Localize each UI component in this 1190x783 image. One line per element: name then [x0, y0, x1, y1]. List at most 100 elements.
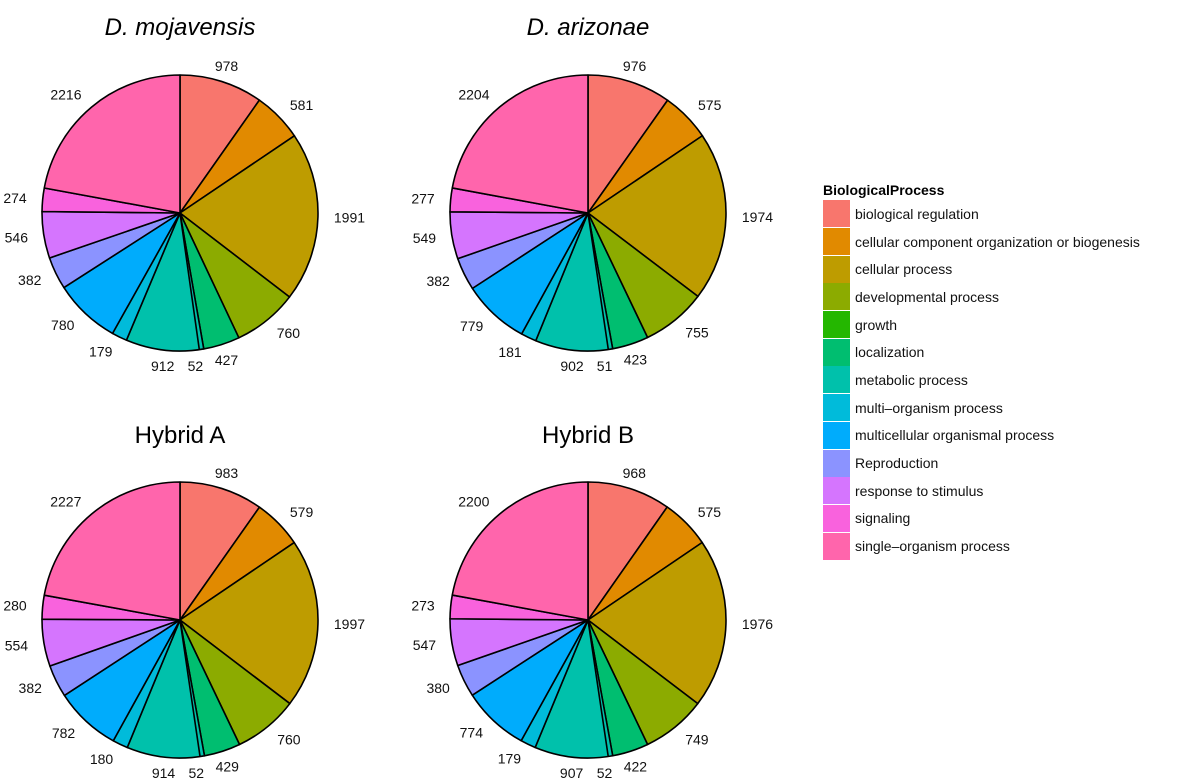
slice-label: 749	[685, 732, 709, 748]
legend-item: multicellular organismal process	[823, 421, 1140, 450]
slice-label: 51	[597, 358, 613, 374]
legend-swatch	[823, 477, 850, 505]
legend-title: BiologicalProcess	[823, 182, 945, 198]
slice-label: 983	[215, 465, 239, 481]
slice-label: 179	[89, 343, 113, 359]
legend-item: localization	[823, 338, 1140, 366]
slice-label: 274	[3, 190, 27, 206]
slice-label: 181	[498, 344, 522, 360]
slice-label: 52	[188, 358, 204, 374]
slice-label: 429	[216, 759, 240, 775]
pie-slice	[451, 74, 589, 214]
slice-label: 52	[189, 765, 205, 781]
legend-swatch	[823, 338, 850, 366]
pie-slice-edge	[179, 619, 201, 757]
pie-slice	[179, 541, 319, 705]
legend-label: cellular component organization or bioge…	[855, 233, 1140, 250]
slice-label: 579	[290, 504, 314, 520]
legend-swatch	[823, 283, 850, 311]
pie-chart: D. arizonae 976 575 1974 755 51 423 902 181 779 38…	[411, 14, 773, 374]
legend-item: growth	[823, 311, 1140, 339]
legend-item: response to stimulus	[823, 477, 1140, 505]
chart-title: Hybrid B	[542, 422, 634, 449]
slice-label: 1997	[334, 616, 365, 632]
slice-label: 902	[560, 358, 584, 374]
slice-label: 575	[698, 97, 722, 113]
legend-label: multi–organism process	[855, 399, 1003, 416]
pie-slice	[587, 134, 727, 298]
legend-label: response to stimulus	[855, 482, 984, 499]
pie-chart: Hybrid A 983 579 1997 760 52 429 914 180 782 382 55…	[3, 422, 365, 781]
legend: BiologicalProcess biological regulation c…	[823, 180, 1140, 560]
slice-label: 912	[151, 358, 175, 374]
pie-slice-edge	[179, 212, 201, 350]
slice-label: 427	[215, 352, 239, 368]
slice-label: 760	[277, 325, 301, 341]
slice-label: 2216	[50, 87, 81, 103]
legend-label: developmental process	[855, 288, 999, 305]
slice-label: 968	[623, 465, 647, 481]
legend-swatch	[823, 255, 850, 283]
pie-slice-edge	[587, 212, 610, 350]
slice-label: 422	[624, 759, 648, 775]
pie-slice	[587, 74, 669, 214]
legend-label: growth	[855, 316, 898, 333]
chart-title: D. mojavensis	[105, 14, 256, 41]
slice-label: 760	[277, 731, 301, 747]
legend-swatch	[823, 449, 850, 477]
slice-label: 549	[413, 230, 437, 246]
slice-label: 1976	[742, 616, 773, 632]
legend-item: cellular component organization or bioge…	[823, 228, 1140, 256]
pie-chart: D. mojavensis 978 581 1991 760 52 427 912 179 780…	[3, 14, 365, 374]
slice-label: 380	[426, 680, 450, 696]
legend-swatch	[823, 366, 850, 394]
legend-label: cellular process	[855, 261, 953, 278]
slice-label: 978	[215, 58, 239, 74]
legend-label: metabolic process	[855, 371, 968, 388]
legend-swatch	[823, 504, 850, 532]
pie-slice	[451, 481, 589, 621]
pie-slice	[43, 481, 181, 621]
slice-label: 277	[411, 190, 435, 206]
slice-label: 914	[152, 765, 176, 781]
slice-label: 2204	[458, 87, 489, 103]
slice-label: 554	[5, 638, 29, 654]
slice-label: 179	[498, 751, 522, 767]
pie-slice	[179, 481, 261, 621]
slice-label: 1974	[742, 209, 773, 225]
pie-slice	[587, 481, 668, 621]
legend-item: signaling	[823, 504, 1140, 533]
slice-label: 581	[290, 97, 314, 113]
pie-slice	[179, 134, 319, 298]
slice-label: 273	[411, 597, 435, 613]
pie-slice	[43, 74, 181, 214]
slice-label: 2200	[458, 494, 489, 510]
slice-label: 423	[624, 352, 648, 368]
slice-label: 547	[413, 637, 437, 653]
chart-title: Hybrid A	[135, 422, 226, 449]
pie-chart: Hybrid B 968 575 1976 749 52 422 907 179 774 380 54…	[411, 422, 773, 781]
legend-swatch	[823, 421, 850, 449]
slice-label: 546	[5, 230, 29, 246]
slice-label: 180	[90, 751, 114, 767]
slice-label: 382	[19, 680, 43, 696]
pie-slice	[587, 541, 727, 705]
pie-charts-area: D. mojavensis 978 581 1991 760 52 427 912 179 780…	[3, 14, 773, 781]
legend-label: Reproduction	[855, 455, 939, 472]
slice-label: 782	[52, 725, 76, 741]
slice-label: 779	[460, 318, 484, 334]
legend-item: multi–organism process	[823, 394, 1140, 422]
legend-swatch	[823, 311, 850, 339]
pie-slice	[179, 74, 261, 214]
slice-label: 780	[51, 317, 75, 333]
legend-label: biological regulation	[855, 205, 979, 222]
legend-item: developmental process	[823, 283, 1140, 311]
legend-item: biological regulation	[823, 200, 1140, 228]
legend-swatch	[823, 532, 850, 560]
slice-label: 2227	[50, 494, 81, 510]
pie-slice-edge	[587, 619, 610, 757]
slice-label: 774	[460, 725, 484, 741]
slice-label: 382	[18, 272, 42, 288]
chart-title: D. arizonae	[527, 14, 650, 41]
slice-label: 976	[623, 58, 647, 74]
